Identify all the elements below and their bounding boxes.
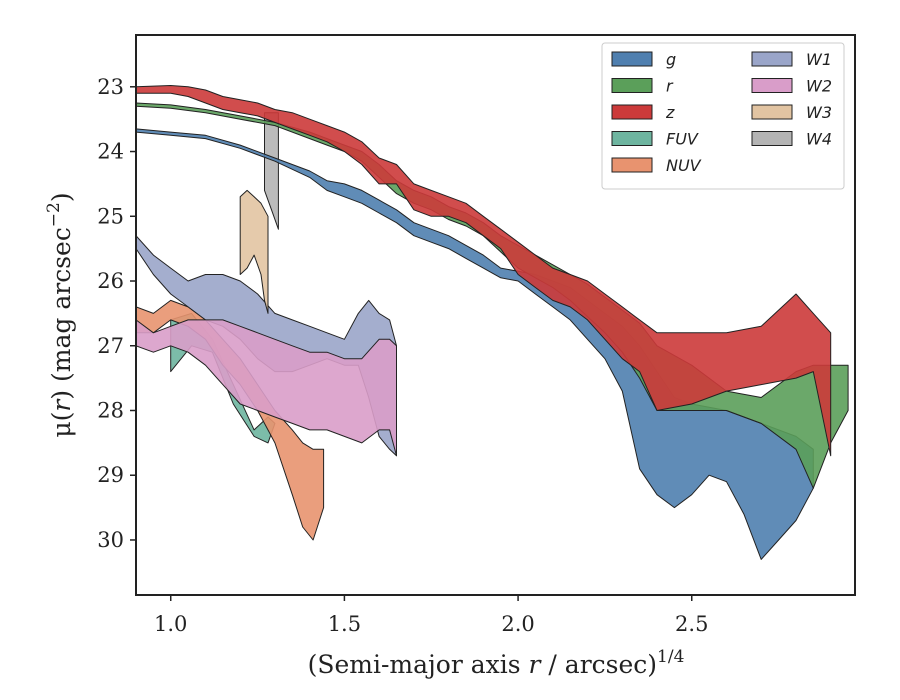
y-tick-label: 30 [97,528,124,552]
band-w3 [239,189,269,314]
y-tick-label: 25 [97,204,124,228]
legend-swatch-r [611,78,653,93]
legend-swatch-z [611,104,653,120]
legend-swatch-w4 [751,131,793,146]
legend-label-g: g [666,50,676,69]
legend-label-w2: W2 [806,77,832,96]
band-w4 [264,112,279,230]
legend-label-nuv: NUV [666,156,702,175]
y-tick-label: 23 [97,75,124,99]
legend-swatch-w1 [751,51,793,67]
legend-swatch-g [611,51,653,67]
x-tick-label: 2.0 [501,612,534,636]
x-tick-label: 2.5 [675,612,708,636]
plot-frame [135,34,856,596]
legend-label-w3: W3 [806,103,832,122]
x-tick-label: 1.0 [154,612,187,636]
x-axis-title: (Semi-major axis r / arcsec)1/4 [308,647,685,679]
legend-label-w1: W1 [806,50,832,69]
legend-label-r: r [666,77,674,96]
y-tick-label: 29 [97,463,124,487]
legend-swatch-w2 [751,78,793,93]
y-axis-title: μ(r) (mag arcsec−2) [44,192,76,437]
bands-layer [136,85,849,560]
legend-swatch-w3 [751,104,793,120]
y-tick-label: 27 [97,334,124,358]
legend: grz FUV NUV W1 W2 W3 W4 [601,42,845,190]
y-tick-label: 24 [97,140,124,164]
legend-label-w4: W4 [806,130,832,149]
legend-label-fuv: FUV [666,130,699,149]
ticks-layer: 1.0 1.5 2.0 2.5 23 24 25 26 27 28 29 30 [97,75,708,636]
band-w2 [136,319,397,457]
legend-swatch-nuv [611,157,653,173]
band-z [136,85,832,457]
y-tick-label: 28 [97,398,124,422]
x-tick-label: 1.5 [328,612,361,636]
legend-swatch-fuv [611,131,653,146]
y-tick-label: 26 [97,269,124,293]
legend-label-z: z [665,103,675,122]
